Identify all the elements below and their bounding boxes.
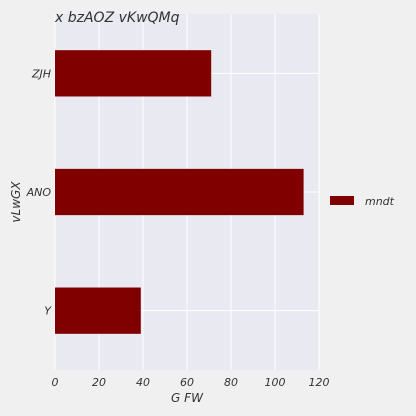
legend-label: mndt <box>365 195 395 208</box>
y-tick-label: Y <box>44 305 52 318</box>
bar-y <box>55 287 141 334</box>
legend: mndt <box>330 195 395 208</box>
x-tick-label: 80 <box>224 376 238 389</box>
x-tick-label: 0 <box>52 376 59 389</box>
chart-title: x bzAOZ vKwQMq <box>54 10 180 26</box>
legend-swatch <box>330 196 354 205</box>
x-tick-label: 60 <box>180 376 194 389</box>
x-axis-label: G FW <box>171 391 204 405</box>
x-tick-label: 120 <box>309 376 330 389</box>
x-tick-label: 100 <box>265 376 286 389</box>
bar-ano <box>55 168 304 216</box>
y-axis-label: vLwGX <box>9 181 23 223</box>
y-tick-label: ANO <box>26 186 52 199</box>
y-tick-labels: ZJH ANO Y <box>26 67 53 317</box>
x-tick-label: 40 <box>136 376 150 389</box>
x-tick-label: 20 <box>92 376 106 389</box>
bar-zjh <box>55 50 212 97</box>
bars <box>55 50 304 334</box>
y-tick-label: ZJH <box>31 67 51 80</box>
x-tick-labels: 0 20 40 60 80 100 120 <box>52 376 330 389</box>
